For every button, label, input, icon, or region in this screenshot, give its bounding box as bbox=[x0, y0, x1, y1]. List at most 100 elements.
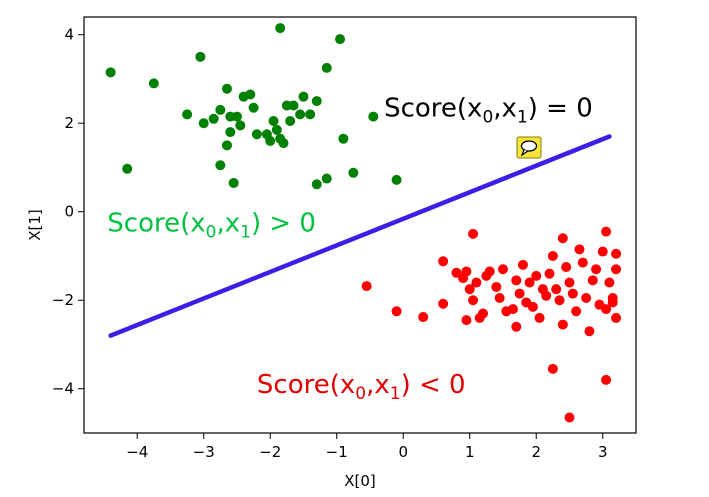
scatter-point bbox=[514, 288, 525, 299]
scatter-point bbox=[195, 51, 206, 62]
scatter-point bbox=[478, 308, 489, 319]
score-annotation: Score(x0,x1) = 0 bbox=[384, 94, 593, 128]
scatter-point bbox=[225, 127, 236, 138]
scatter-point bbox=[554, 295, 565, 306]
scatter-point bbox=[285, 116, 296, 126]
scatter-point bbox=[584, 326, 595, 337]
scatter-point bbox=[567, 288, 578, 299]
scatter-point bbox=[231, 111, 242, 122]
scatter-point bbox=[547, 363, 558, 374]
y-tick-label: 4 bbox=[64, 26, 74, 44]
scatter-point bbox=[564, 412, 575, 423]
scatter-point bbox=[511, 275, 522, 286]
scatter-point bbox=[208, 113, 219, 124]
scatter-point bbox=[348, 167, 359, 178]
scatter-point bbox=[215, 160, 226, 171]
y-tick-label: −4 bbox=[52, 380, 74, 398]
scatter-point bbox=[591, 264, 602, 275]
x-tick-label: 2 bbox=[531, 443, 541, 461]
scatter-point bbox=[461, 266, 472, 277]
scatter-point bbox=[268, 116, 279, 126]
scatter-point bbox=[335, 34, 346, 45]
scatter-point bbox=[517, 259, 528, 270]
scatter-point bbox=[604, 277, 615, 288]
scatter-point bbox=[601, 374, 612, 385]
scatter-point bbox=[122, 163, 133, 174]
scatter-point bbox=[544, 268, 555, 279]
scatter-point bbox=[311, 96, 322, 107]
annotations-layer: Score(x0,x1) = 0 Score(x0,x1) > 0 Score(x0… bbox=[107, 94, 592, 405]
scatter-point bbox=[391, 306, 402, 317]
x-tick-label: −2 bbox=[259, 443, 281, 461]
x-tick-label: 1 bbox=[465, 443, 475, 461]
y-tick-label: 0 bbox=[64, 203, 74, 221]
scatter-point bbox=[235, 120, 246, 131]
scatter-point bbox=[198, 118, 209, 129]
y-axis-ticks: −4 −2 0 2 4 bbox=[52, 26, 84, 398]
scatter-point bbox=[221, 140, 232, 151]
scatter-point bbox=[557, 319, 568, 330]
scatter-point bbox=[601, 226, 612, 237]
scatter-point bbox=[265, 135, 276, 146]
scatter-point bbox=[221, 83, 232, 94]
x-axis-ticks: −4 −3 −2 −1 0 1 2 3 bbox=[126, 433, 608, 461]
data-points-layer bbox=[105, 23, 622, 423]
scatter-point bbox=[601, 304, 612, 315]
scatter-point bbox=[571, 306, 582, 317]
scatter-point bbox=[368, 111, 379, 122]
scatter-point bbox=[587, 275, 598, 286]
scatter-point bbox=[311, 179, 322, 190]
scatter-point bbox=[511, 321, 522, 332]
scatter-point bbox=[288, 100, 299, 111]
scatter-point bbox=[361, 281, 372, 292]
scatter-point bbox=[251, 129, 262, 140]
scatter-point bbox=[564, 277, 575, 288]
scatter-point bbox=[215, 104, 226, 115]
scatter-point bbox=[391, 174, 402, 185]
scatter-point bbox=[295, 109, 306, 120]
scatter-point bbox=[611, 312, 622, 323]
scatter-point bbox=[228, 177, 239, 188]
comment-icon[interactable] bbox=[516, 136, 542, 159]
scatter-point bbox=[298, 91, 309, 102]
x-tick-label: −1 bbox=[326, 443, 348, 461]
x-tick-label: 0 bbox=[398, 443, 408, 461]
decision-boundary-line bbox=[108, 134, 612, 338]
decision-boundary-layer bbox=[108, 134, 612, 338]
scatter-point bbox=[182, 109, 193, 120]
scatter-point bbox=[438, 256, 449, 267]
scatter-point bbox=[438, 298, 449, 309]
x-tick-label: 3 bbox=[598, 443, 608, 461]
x-tick-label: −4 bbox=[126, 443, 148, 461]
scatter-point bbox=[468, 228, 479, 239]
scatter-point bbox=[534, 312, 545, 323]
scatter-point bbox=[321, 173, 332, 184]
scatter-point bbox=[305, 109, 316, 120]
scatter-point bbox=[248, 102, 259, 113]
scatter-point bbox=[557, 233, 568, 244]
scatter-point bbox=[278, 138, 289, 149]
scatter-point bbox=[607, 297, 618, 308]
scatter-point bbox=[418, 312, 429, 323]
scatter-point bbox=[148, 78, 159, 89]
scatter-point bbox=[494, 293, 505, 304]
x-tick-label: −3 bbox=[193, 443, 215, 461]
scatter-point bbox=[577, 257, 588, 268]
scatter-point bbox=[527, 301, 538, 312]
scatter-point bbox=[581, 293, 592, 304]
scatter-point bbox=[464, 284, 475, 295]
scatter-point bbox=[245, 89, 256, 100]
score-annotation: Score(x0,x1) > 0 bbox=[107, 209, 316, 243]
scatter-point bbox=[547, 250, 558, 261]
scatter-point bbox=[574, 244, 585, 255]
scatter-point bbox=[597, 246, 608, 257]
scatter-point bbox=[611, 264, 622, 275]
scatter-point bbox=[461, 315, 472, 326]
scatter-point bbox=[551, 284, 562, 295]
y-tick-label: −2 bbox=[52, 291, 74, 309]
scatter-point bbox=[531, 270, 542, 281]
scatter-point bbox=[451, 267, 462, 278]
scatter-point bbox=[105, 67, 116, 78]
scatter-point bbox=[484, 266, 495, 277]
